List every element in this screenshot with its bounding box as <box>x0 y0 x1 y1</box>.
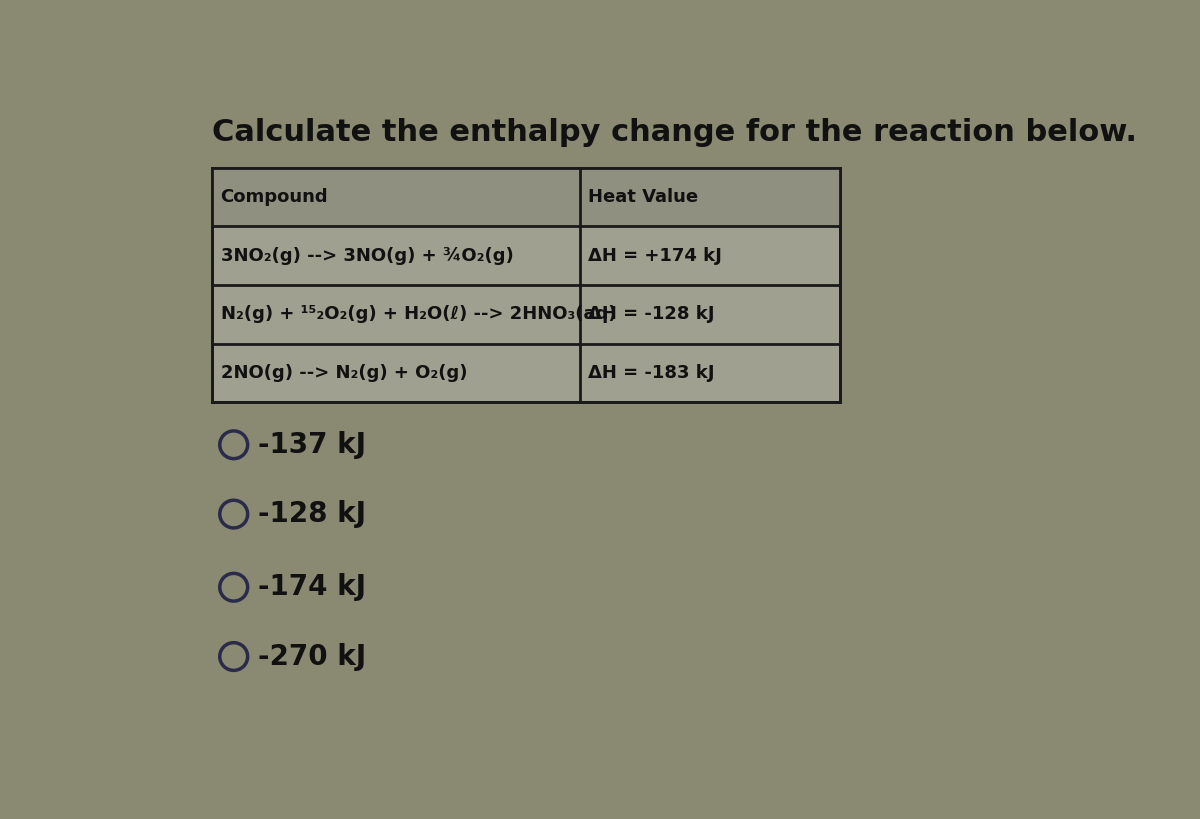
Text: -128 kJ: -128 kJ <box>258 500 366 528</box>
Text: N₂(g) + ¹⁵₂O₂(g) + H₂O(ℓ) --> 2HNO₃(aq): N₂(g) + ¹⁵₂O₂(g) + H₂O(ℓ) --> 2HNO₃(aq) <box>221 305 617 324</box>
Text: -137 kJ: -137 kJ <box>258 431 366 459</box>
Text: Compound: Compound <box>220 188 328 206</box>
Text: ΔH = -183 kJ: ΔH = -183 kJ <box>588 364 714 382</box>
Text: ΔH = -128 kJ: ΔH = -128 kJ <box>588 305 714 324</box>
Text: 2NO(g) --> N₂(g) + O₂(g): 2NO(g) --> N₂(g) + O₂(g) <box>221 364 468 382</box>
Text: Heat Value: Heat Value <box>588 188 698 206</box>
Bar <box>212 168 840 226</box>
Text: 3NO₂(g) --> 3NO(g) + ¾O₂(g): 3NO₂(g) --> 3NO(g) + ¾O₂(g) <box>221 247 514 265</box>
Text: ΔH = +174 kJ: ΔH = +174 kJ <box>588 247 721 265</box>
Bar <box>212 168 840 402</box>
Text: -270 kJ: -270 kJ <box>258 643 367 671</box>
Text: -174 kJ: -174 kJ <box>258 573 366 601</box>
Text: Calculate the enthalpy change for the reaction below.: Calculate the enthalpy change for the re… <box>212 119 1138 147</box>
